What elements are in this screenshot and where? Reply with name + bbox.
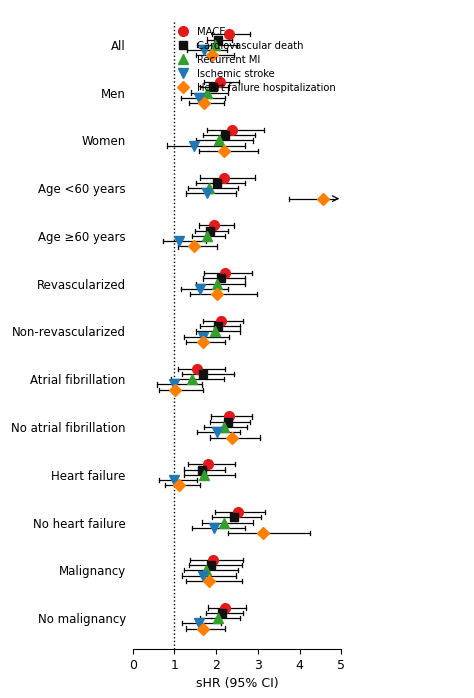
Legend: MACE, Cardiovascular death, Recurrent MI, Ischemic stroke, Heart failure hospita: MACE, Cardiovascular death, Recurrent MI…	[172, 26, 336, 94]
X-axis label: sHR (95% CI): sHR (95% CI)	[196, 678, 278, 690]
